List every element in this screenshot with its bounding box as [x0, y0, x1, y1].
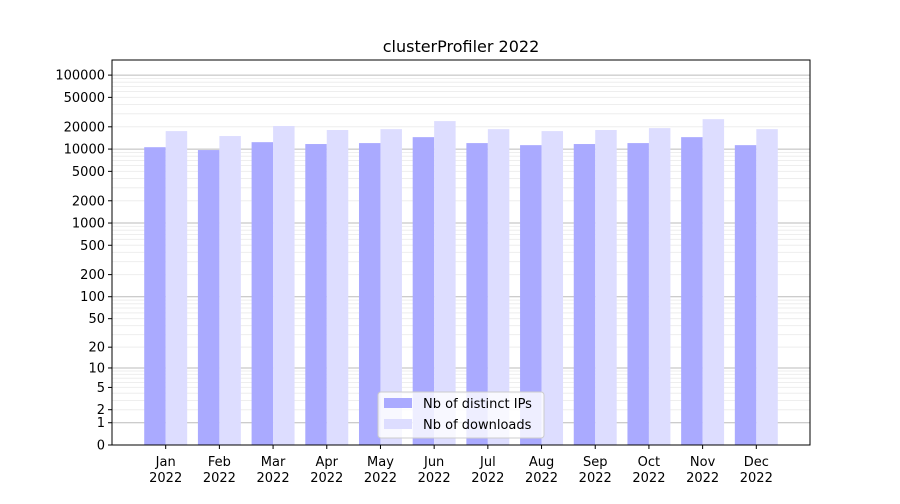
bar-distinct-ips [251, 142, 274, 445]
y-tick-label: 2 [97, 403, 105, 418]
bar-downloads [165, 131, 188, 445]
x-tick-label: Jun 2022 [418, 455, 451, 486]
bar-distinct-ips [412, 137, 435, 446]
x-tick-label-line: 2022 [257, 471, 290, 486]
bars [144, 119, 778, 446]
x-tick-label-line: Oct [638, 455, 660, 470]
bar-distinct-ips [358, 143, 381, 445]
legend-swatch [384, 398, 412, 408]
x-tick-label: May 2022 [364, 455, 397, 486]
legend-swatch [384, 419, 412, 429]
y-tick-label: 5000 [72, 165, 105, 180]
bar-downloads [273, 126, 295, 445]
x-tick-label-line: Aug [529, 455, 554, 470]
x-tick-label: Sep 2022 [579, 455, 612, 486]
x-tick-label-line: 2022 [310, 471, 343, 486]
bar-distinct-ips [573, 144, 596, 446]
x-tick-label-line: 2022 [149, 471, 182, 486]
x-tick-label-line: 2022 [471, 471, 504, 486]
x-tick-label-line: Jul [479, 455, 496, 470]
x-tick-label-line: Feb [208, 455, 231, 470]
y-tick-label: 100000 [55, 69, 105, 84]
bar-distinct-ips [520, 145, 542, 445]
x-tick-label-line: 2022 [686, 471, 719, 486]
x-tick-label: Dec 2022 [740, 455, 773, 486]
bar-downloads [434, 121, 456, 445]
y-tick-label: 500 [80, 239, 105, 254]
plot-frame [111, 59, 811, 446]
y-tick-label: 100 [80, 290, 105, 305]
bar-downloads [326, 130, 349, 445]
x-tick-label: Jul 2022 [471, 455, 504, 486]
x-tick-label-line: 2022 [740, 471, 773, 486]
bar-distinct-ips [627, 143, 649, 445]
x-tick-label: Feb 2022 [203, 455, 236, 486]
x-tick-label: Nov 2022 [686, 455, 719, 486]
x-tick-label: Mar 2022 [257, 455, 290, 486]
bar-downloads [380, 129, 402, 446]
x-tick-label-line: 2022 [579, 471, 612, 486]
x-tick-label-line: May [367, 455, 394, 470]
x-tick-label-line: 2022 [364, 471, 397, 486]
y-tick-label: 1 [97, 416, 105, 431]
x-tick-label-line: Jan [155, 455, 176, 470]
bar-downloads [648, 128, 671, 445]
bar-downloads [487, 129, 510, 446]
x-tick-label-line: Sep [583, 455, 608, 470]
bar-downloads [756, 129, 778, 446]
y-axis: 0 12 5 10 20 50 100 200 500 1000 2000 5000 10000 2000… [55, 69, 112, 454]
bar-downloads [702, 119, 725, 446]
legend: Nb of distinct IPs Nb of downloads [377, 391, 545, 439]
y-tick-label: 200 [80, 268, 105, 283]
x-tick-label: Oct 2022 [632, 455, 665, 486]
bar-downloads [541, 131, 564, 445]
x-tick-label-line: 2022 [418, 471, 451, 486]
x-tick-label: Jan 2022 [149, 455, 182, 486]
x-tick-label-line: Apr [316, 455, 339, 470]
y-tick-label: 50000 [64, 91, 105, 106]
bar-distinct-ips [144, 147, 166, 445]
y-tick-label: 50 [88, 312, 105, 327]
y-tick-label: 20 [88, 341, 105, 356]
x-tick-label-line: Jun [423, 455, 444, 470]
bar-distinct-ips [305, 144, 327, 446]
legend-box [377, 391, 545, 439]
y-tick-label: 0 [97, 439, 105, 454]
bar-distinct-ips [197, 150, 220, 445]
x-tick-label-line: 2022 [525, 471, 558, 486]
bar-distinct-ips [734, 145, 757, 445]
y-tick-label: 20000 [64, 120, 105, 135]
y-tick-label: 10000 [64, 143, 105, 158]
y-tick-label: 5 [97, 381, 105, 396]
y-tick-label: 2000 [72, 194, 105, 209]
legend-label: Nb of distinct IPs [423, 397, 532, 412]
bar-distinct-ips [681, 137, 703, 446]
x-tick-label-line: Mar [261, 455, 286, 470]
bar-downloads [219, 136, 241, 445]
x-tick-label-line: Nov [690, 455, 716, 470]
legend-label: Nb of downloads [423, 418, 532, 433]
chart-title: clusterProfiler 2022 [383, 37, 540, 56]
y-tick-label: 10 [88, 361, 105, 376]
x-tick-label-line: Dec [744, 455, 769, 470]
y-tick-label: 1000 [72, 217, 105, 232]
x-tick-label: Apr 2022 [310, 455, 343, 486]
x-tick-label-line: 2022 [203, 471, 236, 486]
bar-downloads [595, 130, 617, 445]
bar-distinct-ips [466, 143, 488, 445]
x-tick-label-line: 2022 [632, 471, 665, 486]
x-tick-label: Aug 2022 [525, 455, 558, 486]
